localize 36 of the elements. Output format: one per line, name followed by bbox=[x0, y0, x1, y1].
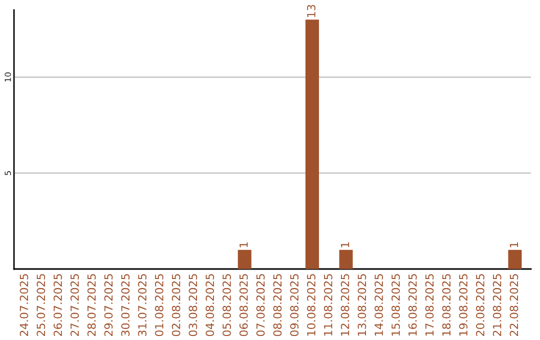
x-tick-label: 09.08.2025 bbox=[290, 274, 299, 336]
x-tick-label: 11.08.2025 bbox=[324, 274, 332, 336]
x-tick-label: 31.07.2025 bbox=[138, 274, 146, 336]
x-tick-label: 16.08.2025 bbox=[408, 274, 417, 336]
x-tick-label: 04.08.2025 bbox=[206, 274, 214, 336]
x-tick-label: 26.07.2025 bbox=[54, 274, 62, 336]
x-tick-label: 25.07.2025 bbox=[36, 274, 46, 336]
x-tick-label: 18.08.2025 bbox=[442, 274, 451, 336]
x-tick-label: 01.08.2025 bbox=[154, 274, 164, 336]
x-tick-label: 05.08.2025 bbox=[222, 274, 231, 336]
x-tick-label: 27.07.2025 bbox=[70, 274, 79, 336]
x-tick-label: 03.08.2025 bbox=[188, 274, 198, 336]
x-tick-label: 29.07.2025 bbox=[104, 274, 113, 336]
x-tick-label: 21.08.2025 bbox=[492, 274, 502, 336]
x-tick-label: 22.08.2025 bbox=[510, 274, 518, 336]
x-tick-label: 15.08.2025 bbox=[392, 274, 400, 336]
x-tick-label: 30.07.2025 bbox=[121, 274, 130, 336]
x-tick-label: 06.08.2025 bbox=[239, 274, 248, 336]
x-tick-label: 14.08.2025 bbox=[374, 274, 384, 336]
data-label: 1 bbox=[340, 242, 350, 248]
data-label: 1 bbox=[510, 242, 518, 248]
x-tick-label: 13.08.2025 bbox=[358, 274, 366, 336]
x-tick-label: 08.08.2025 bbox=[273, 274, 282, 336]
x-tick-label: 10.08.2025 bbox=[307, 274, 316, 336]
data-label: 13 bbox=[307, 4, 316, 17]
y-tick-label: 10 bbox=[4, 72, 11, 82]
x-tick-label: 07.08.2025 bbox=[256, 274, 265, 336]
x-tick-label: 02.08.2025 bbox=[172, 274, 180, 336]
y-tick-label: 5 bbox=[4, 171, 11, 176]
data-label: 1 bbox=[240, 242, 248, 248]
x-tick-label: 17.08.2025 bbox=[425, 274, 434, 336]
x-tick-label: 12.08.2025 bbox=[340, 274, 350, 336]
x-tick-label: 20.08.2025 bbox=[476, 274, 484, 336]
x-tick-label: 19.08.2025 bbox=[459, 274, 468, 336]
x-tick-label: 28.07.2025 bbox=[87, 274, 96, 336]
x-tick-label: 24.07.2025 bbox=[20, 274, 28, 336]
